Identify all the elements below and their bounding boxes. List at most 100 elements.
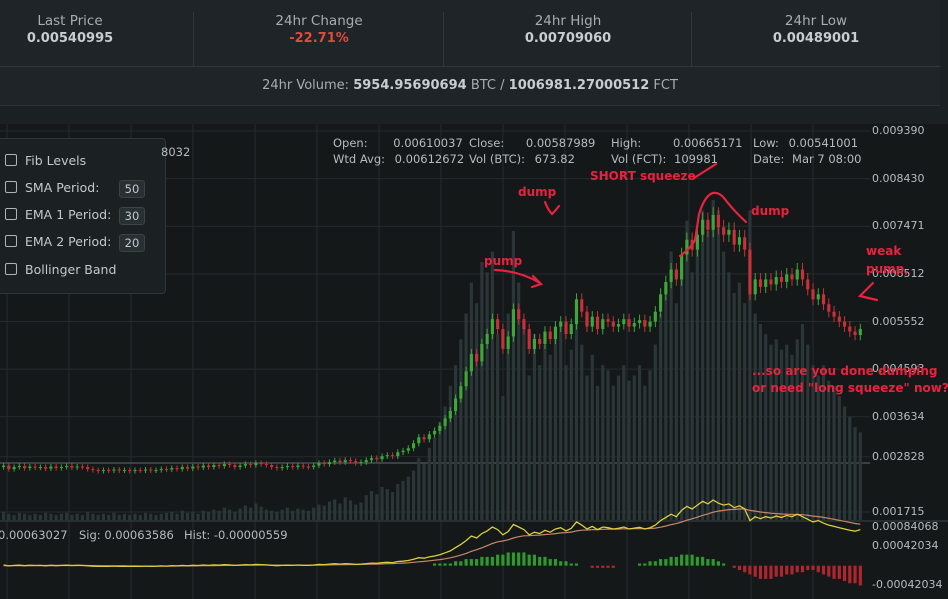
candle-body (212, 465, 216, 468)
macd-histogram-bar (454, 561, 458, 566)
candle-body (522, 319, 526, 330)
volume-btc: 5954.95690694 (353, 78, 467, 93)
fib-levels-label: Fib Levels (25, 152, 87, 168)
volume-bar (233, 511, 237, 520)
close-label: Close: (469, 136, 505, 150)
candle-body (627, 319, 631, 327)
candle-body (811, 289, 815, 300)
candle-body (280, 467, 284, 469)
price-tick-label: 0.007471 (872, 219, 925, 233)
candle-body (59, 467, 63, 469)
candle-body (301, 465, 305, 467)
macd-histogram-bar (485, 556, 489, 566)
volume-bar (217, 510, 221, 520)
sma-option[interactable]: SMA Period: (5, 178, 99, 196)
volume-bar (506, 313, 510, 520)
candle-body (44, 467, 48, 469)
macd-tick-label: 0.00084068 (872, 520, 939, 533)
macd-histogram-bar (532, 554, 537, 566)
volume-bar (285, 507, 289, 520)
macd-tick-label: 0.00042034 (872, 539, 939, 553)
volume-bar (443, 406, 447, 520)
ema1-option[interactable]: EMA 1 Period: (5, 205, 111, 223)
candle-body (343, 460, 347, 463)
volume-bar (653, 344, 657, 520)
macd-histogram-bar (748, 565, 752, 575)
volume-bar (70, 514, 74, 520)
candle-body (764, 279, 768, 287)
volume-bar (143, 512, 148, 520)
candle-body (680, 254, 684, 280)
ema1-period-input[interactable]: 30 (119, 207, 145, 225)
volume-bar (753, 313, 757, 520)
fib-levels-option[interactable]: Fib Levels (5, 151, 86, 169)
macd-histogram-bar (501, 554, 505, 566)
volume-bar (737, 282, 742, 520)
volume-bar (138, 514, 142, 520)
macd-histogram-bar (517, 552, 521, 566)
volume-bar (390, 492, 395, 520)
candle-body (7, 465, 11, 470)
macd-histogram-bar (848, 565, 852, 584)
candle-body (296, 465, 300, 468)
volume-bar (296, 508, 300, 520)
divider (443, 12, 444, 67)
volume-bar (821, 365, 826, 520)
market-stats-bar: Last Price 0.00540995 24hr Change -22.71… (0, 0, 940, 106)
macd-histogram-bar (527, 554, 531, 566)
macd-hist: Hist: -0.00000559 (184, 528, 288, 542)
macd-histogram-bar (459, 561, 463, 566)
bollinger-checkbox[interactable] (5, 263, 17, 275)
candle-body (532, 338, 537, 349)
candle-body (254, 463, 258, 466)
volume-bar (228, 509, 232, 520)
candle-body (574, 299, 579, 325)
volume-bar (49, 513, 53, 520)
candle-body (291, 466, 295, 468)
candle-body (664, 281, 668, 295)
candle-body (191, 466, 195, 469)
volume-bar (180, 510, 184, 520)
candle-body (249, 464, 253, 466)
ema2-checkbox[interactable] (5, 235, 17, 247)
candle-body (842, 321, 847, 327)
candle-body (758, 279, 763, 287)
candle-body (711, 214, 715, 230)
candle-body (338, 460, 342, 463)
high-readout-value: 0.00665171 (672, 136, 743, 150)
candle-body (469, 353, 473, 372)
fib-levels-checkbox[interactable] (5, 154, 17, 166)
macd-histogram-bar (722, 563, 726, 566)
sma-checkbox[interactable] (5, 181, 17, 193)
macd-histogram-bar (821, 565, 826, 575)
candle-body (737, 237, 742, 245)
annotation-dump-1: dump (518, 185, 557, 199)
candle-body (848, 326, 852, 332)
volume-bar (91, 513, 95, 520)
candle-body (753, 279, 757, 295)
candle-body (643, 320, 647, 327)
ema1-checkbox[interactable] (5, 208, 17, 220)
volume-bar (538, 365, 542, 520)
volume-bar (375, 494, 379, 520)
volume-bar (149, 513, 153, 520)
last-price-stat: Last Price 0.00540995 (0, 12, 140, 62)
candle-body (23, 466, 27, 469)
volume-bar (601, 365, 605, 520)
candle-body (816, 294, 820, 300)
ema2-period-input[interactable]: 20 (119, 234, 145, 252)
ema2-option[interactable]: EMA 2 Period: (5, 232, 111, 250)
volume-bar (238, 508, 242, 520)
volume-bar (559, 323, 563, 520)
sma-period-input[interactable]: 50 (119, 180, 145, 198)
volume-bar (527, 375, 531, 520)
candle-body (354, 461, 358, 464)
volume-bar (496, 334, 500, 520)
volume-bar (669, 251, 673, 520)
volume-bar (196, 513, 200, 520)
indicator-panel: Fib Levels SMA Period: 50 EMA 1 Period: … (0, 138, 166, 294)
macd-histogram-bar (574, 563, 579, 566)
bollinger-option[interactable]: Bollinger Band (5, 260, 116, 278)
volume-bar (574, 303, 579, 520)
